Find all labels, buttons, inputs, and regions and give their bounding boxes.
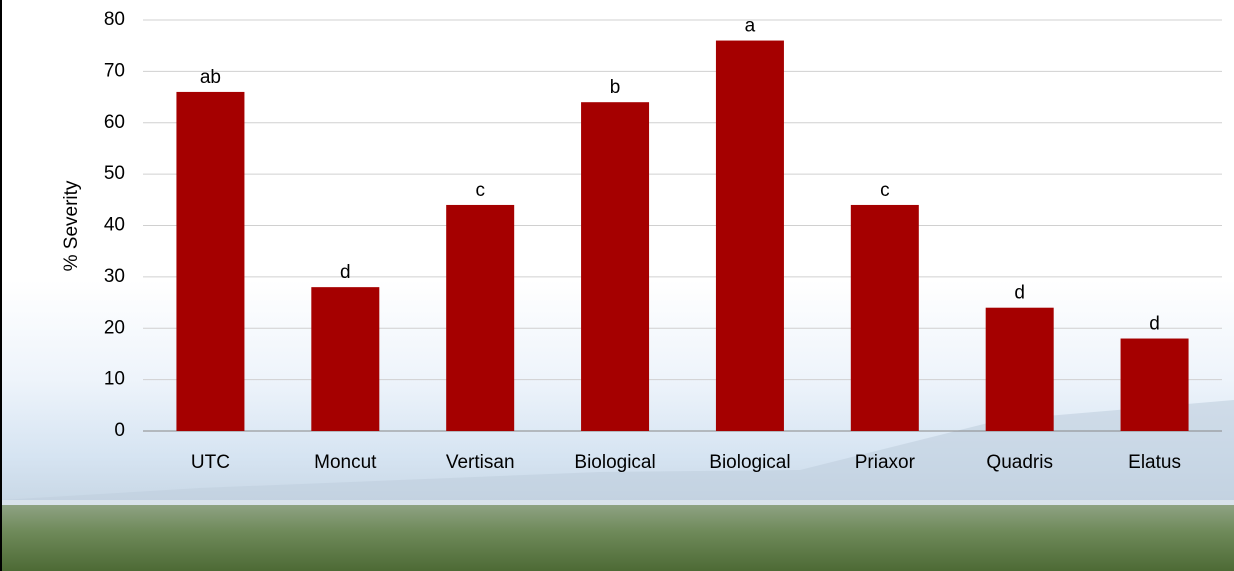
y-tick-label: 30 bbox=[104, 266, 125, 287]
y-axis-label: % Severity bbox=[61, 180, 82, 271]
bar bbox=[985, 307, 1054, 431]
bar bbox=[1120, 338, 1189, 431]
bar-annotation: d bbox=[340, 262, 351, 283]
x-tick-label: Biological bbox=[574, 452, 655, 473]
bar bbox=[715, 40, 784, 432]
x-tick-label: UTC bbox=[191, 452, 230, 473]
x-tick-label: Priaxor bbox=[855, 452, 916, 473]
bar-annotation: b bbox=[610, 77, 621, 98]
y-tick-label: 20 bbox=[104, 317, 125, 338]
y-tick-label: 0 bbox=[114, 420, 125, 441]
bar-annotation: c bbox=[475, 180, 485, 201]
bar-annotation: d bbox=[1014, 283, 1025, 304]
y-tick-label: 80 bbox=[104, 9, 125, 30]
y-tick-label: 60 bbox=[104, 112, 125, 133]
y-tick-label: 70 bbox=[104, 60, 125, 81]
x-tick-label: Biological bbox=[709, 452, 790, 473]
x-tick-label: Moncut bbox=[314, 452, 377, 473]
bar bbox=[311, 287, 380, 431]
y-tick-label: 50 bbox=[104, 163, 125, 184]
background-field bbox=[0, 505, 1234, 571]
y-tick-label: 10 bbox=[104, 369, 125, 390]
bar bbox=[850, 204, 919, 431]
bar-annotation: a bbox=[745, 16, 756, 37]
x-tick-label: Vertisan bbox=[446, 452, 515, 473]
y-tick-label: 40 bbox=[104, 215, 125, 236]
bar-annotation: c bbox=[880, 180, 890, 201]
x-tick-label: Quadris bbox=[986, 452, 1053, 473]
bar-annotation: ab bbox=[200, 67, 221, 88]
bar-annotation: d bbox=[1149, 314, 1160, 335]
bar bbox=[446, 204, 515, 431]
bar bbox=[176, 91, 245, 432]
x-tick-label: Elatus bbox=[1128, 452, 1181, 473]
bar bbox=[581, 102, 650, 431]
